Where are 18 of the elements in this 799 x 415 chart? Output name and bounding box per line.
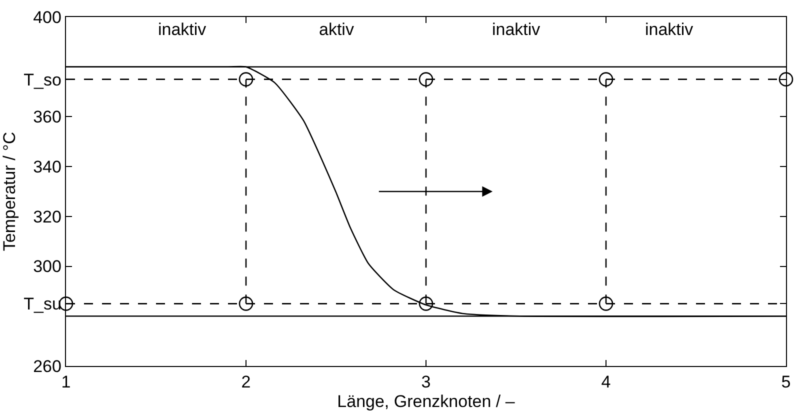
annotation: inaktiv <box>158 20 207 39</box>
x-tick-label: 4 <box>601 372 611 392</box>
y-tick-label: 300 <box>33 257 62 276</box>
annotation: aktiv <box>319 20 354 39</box>
x-tick-label: 5 <box>781 372 791 392</box>
x-axis-title: Länge, Grenzknoten / – <box>337 392 516 411</box>
x-tick-label: 2 <box>241 372 251 392</box>
y-tick-label: 400 <box>33 8 62 27</box>
y-tick-label: T_so <box>24 70 62 90</box>
y-tick-label: 320 <box>33 207 62 226</box>
y-tick-label: 260 <box>33 356 62 376</box>
x-tick-label: 3 <box>421 372 431 392</box>
x-tick-label: 1 <box>61 372 71 392</box>
y-tick-label: 360 <box>33 108 62 127</box>
y-axis-title: Temperatur / °C <box>0 132 19 252</box>
annotation: inaktiv <box>645 20 694 39</box>
y-tick-label: 340 <box>33 158 62 177</box>
annotation: inaktiv <box>492 20 541 39</box>
